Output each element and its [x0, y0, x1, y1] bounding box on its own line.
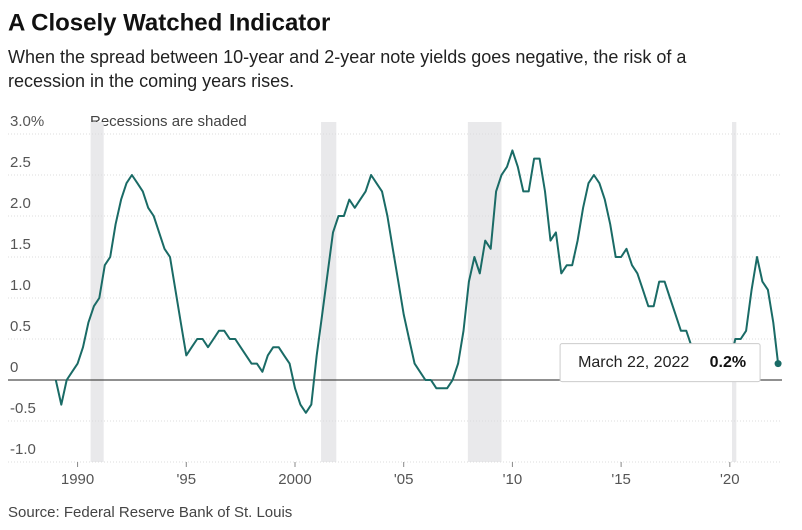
recession-band: [731, 122, 737, 462]
x-tick-label: 1990: [61, 471, 94, 488]
y-tick-label: 0: [10, 359, 18, 376]
recession-band: [90, 122, 104, 462]
y-tick-label: -0.5: [10, 400, 36, 417]
tooltip-value: 0.2%: [710, 354, 746, 371]
y-tick-label: 0.5: [10, 318, 31, 335]
chart-subtitle: recession in the coming years rises.: [8, 71, 294, 91]
x-tick-label: 2000: [278, 471, 311, 488]
foreground-layer: 3.0% 2.5 2.0 1.5 1.0 0.5 0 -0.5 -1.0 1990 '95 2000 '…: [8, 113, 782, 488]
chart-title: A Closely Watched Indicator: [8, 9, 330, 36]
callout-dot: [774, 360, 782, 368]
y-tick-label: 1.0: [10, 277, 31, 294]
y-tick-label: 2.5: [10, 154, 31, 171]
recession-band: [321, 122, 337, 462]
y-tick-label: -1.0: [10, 441, 36, 458]
tooltip-date: March 22, 2022: [578, 354, 689, 371]
tooltip-box: [559, 343, 761, 383]
y-tick-label: 1.5: [10, 236, 31, 253]
y-tick-label: 3.0%: [10, 113, 44, 130]
annotation: Recessions are shaded: [90, 113, 247, 130]
x-tick-label: '10: [503, 471, 523, 488]
source: Source: Federal Reserve Bank of St. Loui…: [8, 504, 292, 521]
x-tick-label: '20: [720, 471, 740, 488]
y-tick-label: 2.0: [10, 195, 31, 212]
x-tick-label: '95: [176, 471, 196, 488]
chart-subtitle: When the spread between 10-year and 2-ye…: [8, 47, 687, 67]
x-tick-label: '05: [394, 471, 414, 488]
x-tick-label: '15: [611, 471, 631, 488]
data-line: [54, 149, 780, 414]
background-layer: [8, 122, 782, 463]
recession-band: [467, 122, 502, 462]
